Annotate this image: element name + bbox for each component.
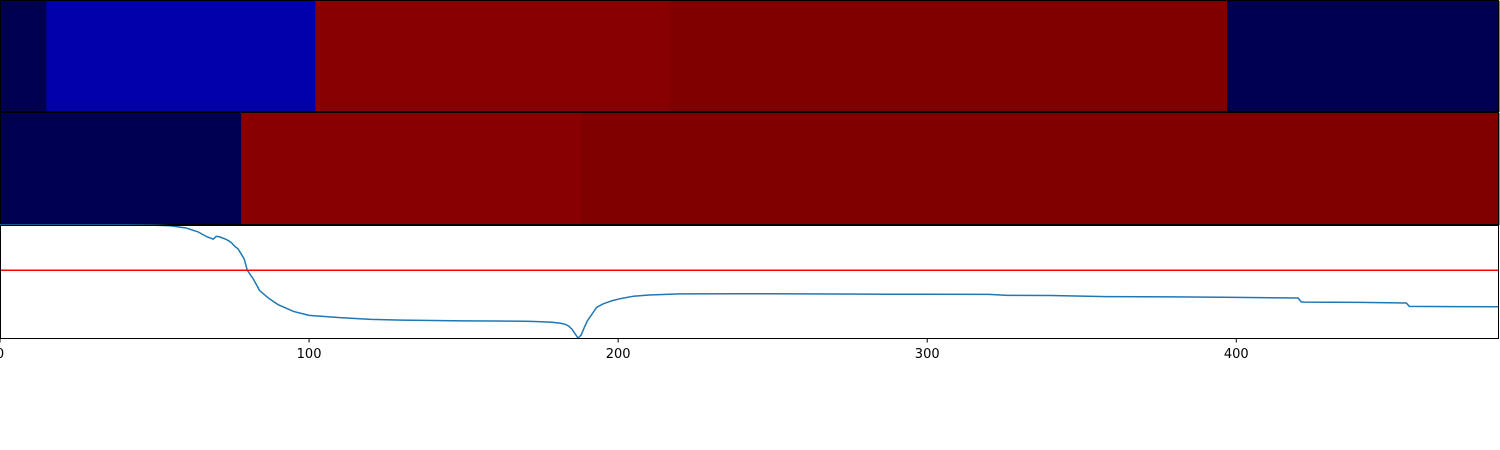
series-line-1: [0, 224, 1500, 340]
plot-frame: [0, 225, 1499, 339]
heatmap-segment-4: [670, 1, 1228, 112]
heatmap-segment-2: [46, 1, 316, 112]
heatmap-frame: [0, 0, 1499, 112]
x-tick-label: 400: [1224, 347, 1249, 362]
heatmap-segment-3: [315, 1, 672, 112]
heatmap-segment-5: [1227, 1, 1500, 112]
heatmap-segment-1: [0, 1, 47, 112]
heatmap-segment-2: [241, 113, 582, 225]
heatmap-segment-1: [0, 113, 242, 225]
heatmap-frame: [0, 112, 1499, 225]
x-tick-label: 100: [297, 347, 322, 362]
x-tick-label: 0: [0, 347, 4, 362]
x-tick-label: 300: [915, 347, 940, 362]
x-tick-label: 200: [606, 347, 631, 362]
top-heatmap-strip: [0, 0, 1500, 112]
heatmap-segment-3: [581, 113, 1500, 225]
middle-heatmap-strip: [0, 112, 1500, 225]
bottom-line-plot: 0 100 200 300 400: [0, 224, 1500, 362]
